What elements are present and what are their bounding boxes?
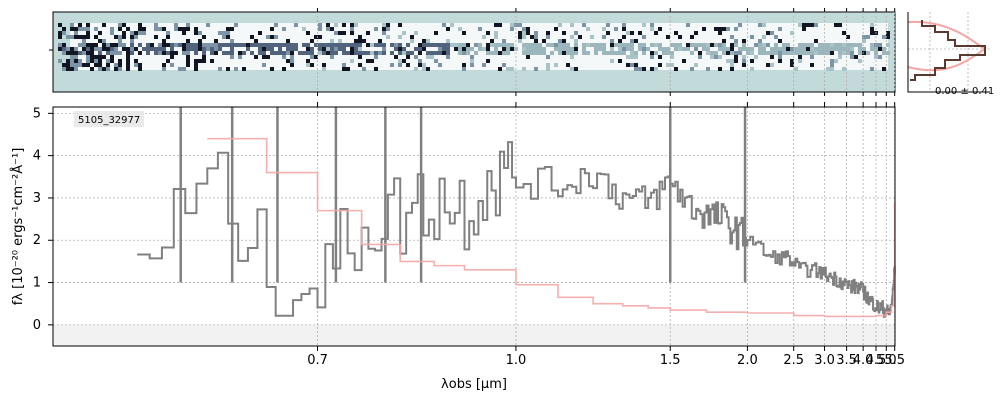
y-axis-label: fλ [10⁻²⁰ ergs⁻¹cm⁻²Å⁻¹]: [10, 148, 26, 306]
x-tick-label: 4.5: [866, 353, 887, 368]
x-tick-label: 4.0: [853, 353, 874, 368]
x-tick-label: 0.7: [307, 353, 328, 368]
y-tick-label: 1: [33, 276, 41, 291]
2d-spectrum-panel: [49, 11, 896, 93]
y-tick-label: 5: [33, 106, 41, 121]
x-tick-label: 5.5: [884, 353, 905, 368]
y-tick-label: 0: [33, 318, 41, 333]
x-tick-label: 1.5: [660, 353, 681, 368]
x-tick-label: 3.0: [814, 353, 835, 368]
y-tick-label: 4: [33, 149, 41, 164]
spatial-profile-panel: [907, 12, 990, 93]
x-tick-label: 1.0: [506, 353, 527, 368]
object-id-label: 5105_32977: [78, 115, 140, 126]
flux-spikes: [179, 107, 747, 283]
x-tick-label: 5.0: [876, 353, 897, 368]
x-axis-label: λobs [μm]: [441, 377, 507, 392]
object-id-box: [74, 111, 144, 127]
spectrum-pixels: [58, 23, 890, 71]
y-tick-label: 2: [33, 233, 41, 248]
x-tick-label: 2.0: [737, 353, 758, 368]
x-tick-label: 2.5: [783, 353, 804, 368]
profile-label: 0.00 ± 0.41: [935, 86, 994, 97]
profile-line: [910, 20, 986, 81]
zero-band: [53, 324, 895, 346]
model-line: [207, 137, 896, 318]
grid: [53, 12, 896, 346]
flux-line: [137, 141, 896, 318]
y-tick-label: 3: [33, 191, 41, 206]
1d-spectrum-panel: 0.7 1.0 1.5 2.0 2.5 3.0 3.54.04.55.05.5 0 1 2 3 4 5 λ…: [10, 8, 905, 392]
x-tick-label: 3.5: [836, 353, 857, 368]
